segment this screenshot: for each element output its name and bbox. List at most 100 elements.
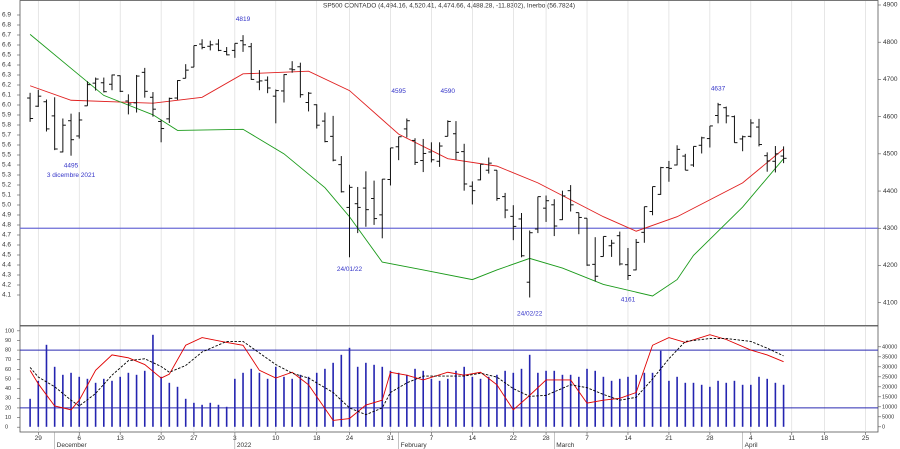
volume-bar: [733, 380, 736, 427]
volume-bar: [283, 376, 285, 427]
y-tick-label: 4700: [883, 76, 898, 83]
volume-bar: [717, 380, 719, 427]
volume-bar: [635, 374, 637, 427]
y-tick-label: 4900: [883, 2, 898, 9]
y-tick-label: 4600: [883, 113, 898, 120]
y2-tick-label: 4.9: [2, 212, 11, 219]
volume-bar: [307, 376, 310, 427]
x-tick-label: 24: [346, 435, 354, 442]
y2-tick-label: 4.4: [2, 262, 11, 269]
volume-bar: [668, 380, 670, 427]
volume-bar: [537, 372, 539, 427]
volume-bar: [152, 334, 154, 427]
volume-bar: [389, 370, 392, 427]
y2-tick-label: 4.5: [2, 252, 11, 259]
volume-bar: [37, 380, 40, 427]
month-label: December: [57, 442, 88, 449]
volume-bar: [78, 376, 81, 427]
volume-bar: [545, 370, 547, 427]
y-tick-label: 4200: [883, 262, 898, 269]
y-tick-label: 4300: [883, 225, 898, 232]
volume-bar: [774, 382, 777, 427]
volume-bar: [193, 402, 195, 427]
y2-tick-label: 4.1: [2, 292, 11, 299]
volume-bar: [111, 380, 113, 427]
x-tick-label: 10: [272, 435, 280, 442]
month-label: April: [745, 442, 759, 449]
volume-bar: [209, 402, 212, 427]
x-tick-label: 27: [190, 435, 198, 442]
y2-tick-label: 4.8: [2, 222, 11, 229]
annotation: 4495: [64, 162, 79, 169]
y2-tick-label: 6.7: [2, 32, 11, 39]
volume-bar: [299, 374, 302, 427]
y-tick-label: 4400: [883, 188, 898, 195]
y2-tick-label: 6.4: [2, 62, 11, 69]
volume-bar: [528, 354, 531, 427]
volume-bar: [627, 376, 629, 427]
volume-bar: [594, 370, 597, 427]
x-tick-label: 28: [706, 435, 714, 442]
annotation: 4590: [441, 88, 456, 95]
volume-bar: [578, 376, 580, 427]
volume-bar: [561, 374, 564, 427]
volume-bar: [725, 382, 728, 427]
y2-tick-label: 5.1: [2, 192, 11, 199]
volume-bar: [758, 376, 760, 427]
oscillator-line: [29, 334, 784, 421]
y-tick-label: 70: [5, 357, 11, 363]
month-label: 2022: [237, 442, 252, 449]
volume-bar: [381, 366, 384, 427]
volume-bar: [365, 362, 367, 427]
y2-tick-label: 15000: [882, 394, 897, 400]
x-tick-label: 25: [862, 435, 870, 442]
x-tick-label: 31: [387, 435, 395, 442]
annotation: 4595: [391, 88, 406, 95]
y2-tick-label: 6.1: [2, 92, 11, 99]
x-tick-label: 29: [35, 435, 43, 442]
oscillator-line: [29, 338, 784, 416]
volume-bar: [700, 384, 703, 427]
volume-bar: [250, 368, 253, 427]
volume-bar: [659, 350, 662, 427]
volume-bar: [487, 376, 490, 427]
y-tick-label: 60: [5, 367, 11, 373]
volume-bar: [29, 398, 31, 427]
volume-bar: [45, 344, 48, 427]
y2-tick-label: 5.6: [2, 142, 11, 149]
volume-bar: [676, 376, 678, 427]
y2-tick-label: 20000: [882, 384, 897, 390]
y2-tick-label: 5000: [882, 414, 894, 420]
volume-bar: [520, 368, 523, 427]
annotation: 3 dicembre 2021: [47, 172, 96, 179]
y-tick-label: 4100: [883, 299, 898, 306]
volume-bar: [274, 366, 277, 427]
y2-tick-label: 5.8: [2, 122, 11, 129]
volume-bar: [455, 370, 457, 427]
volume-bar: [135, 374, 138, 427]
y2-tick-label: 6.5: [2, 52, 11, 59]
y-tick-label: 4800: [883, 39, 898, 46]
y-tick-label: 4500: [883, 151, 898, 158]
volume-bar: [479, 378, 482, 427]
volume-bar: [168, 382, 171, 427]
volume-bar: [750, 384, 752, 427]
y-tick-label: 20: [5, 405, 11, 411]
y-tick-label: 40: [5, 386, 11, 392]
volume-bar: [258, 372, 261, 427]
y2-tick-label: 5.2: [2, 182, 11, 189]
x-tick-label: 4: [749, 435, 753, 442]
annotation: 4637: [711, 85, 726, 92]
x-tick-label: 18: [821, 435, 829, 442]
volume-bar: [610, 380, 613, 427]
volume-bar: [291, 378, 293, 427]
volume-bar: [406, 374, 408, 427]
volume-bar: [782, 384, 785, 427]
volume-bar: [446, 378, 449, 427]
volume-bar: [119, 376, 121, 427]
annotation: 4819: [236, 16, 251, 23]
volume-bar: [496, 374, 498, 427]
x-tick-label: 20: [158, 435, 166, 442]
